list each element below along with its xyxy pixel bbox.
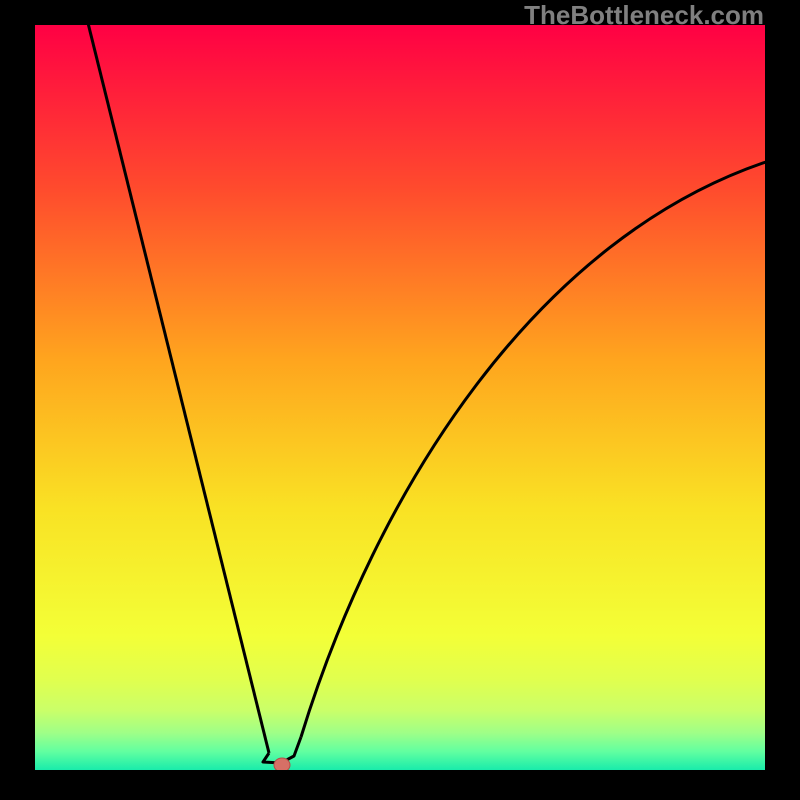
minimum-marker	[274, 758, 290, 770]
watermark-text: TheBottleneck.com	[524, 0, 764, 31]
plot-area	[35, 25, 765, 770]
gradient-background	[35, 25, 765, 770]
figure-root: TheBottleneck.com	[0, 0, 800, 800]
chart-svg	[35, 25, 765, 770]
